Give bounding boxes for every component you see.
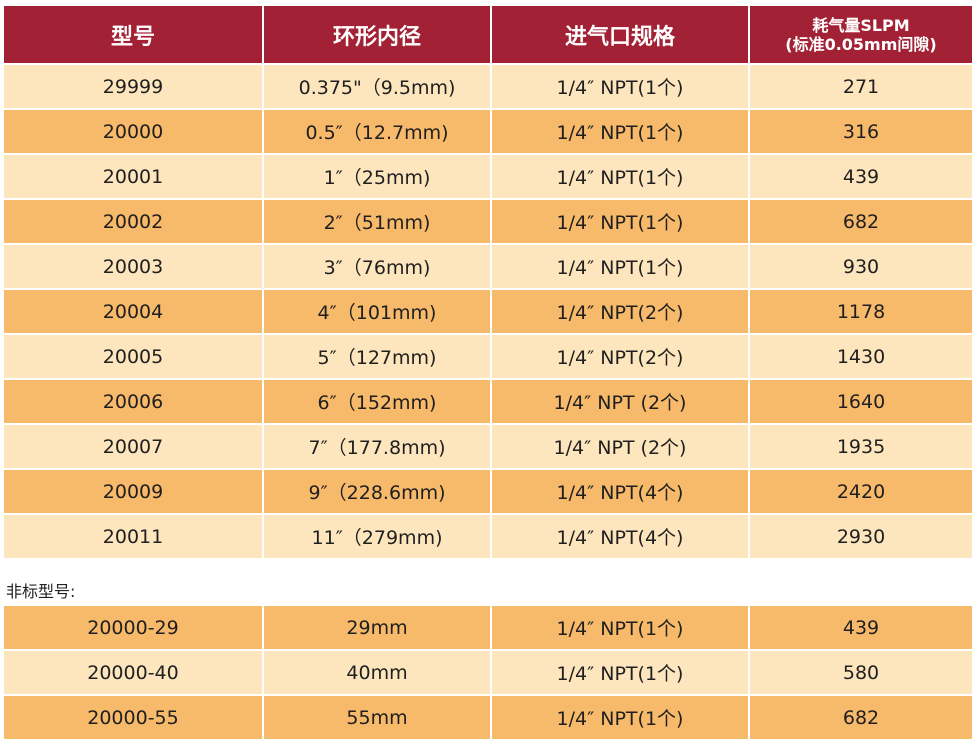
cell-model: 20000	[4, 110, 262, 153]
cell-model: 20001	[4, 155, 262, 198]
cell-flow: 2420	[750, 470, 972, 513]
cell-inlet: 1/4″ NPT(1个)	[492, 155, 748, 198]
header-air-consumption-line2: (标准0.05mm间隙)	[785, 34, 937, 54]
cell-model: 20006	[4, 380, 262, 423]
cell-model: 20000-29	[4, 606, 262, 649]
cell-inlet: 1/4″ NPT(4个)	[492, 470, 748, 513]
cell-diameter: 0.375"（9.5mm)	[264, 65, 490, 108]
cell-flow: 439	[750, 155, 972, 198]
cell-inlet: 1/4″ NPT (2个)	[492, 425, 748, 468]
cell-diameter: 7″（177.8mm)	[264, 425, 490, 468]
cell-model: 20005	[4, 335, 262, 378]
cell-flow: 316	[750, 110, 972, 153]
nonstandard-models-label: 非标型号:	[6, 582, 76, 601]
cell-diameter: 1″（25mm)	[264, 155, 490, 198]
cell-flow: 439	[750, 606, 972, 649]
cell-diameter: 3″（76mm)	[264, 245, 490, 288]
cell-model: 20011	[4, 515, 262, 558]
cell-inlet: 1/4″ NPT (2个)	[492, 380, 748, 423]
cell-model: 20003	[4, 245, 262, 288]
cell-flow: 682	[750, 696, 972, 739]
cell-model: 20009	[4, 470, 262, 513]
cell-inlet: 1/4″ NPT(1个)	[492, 200, 748, 243]
cell-flow: 580	[750, 651, 972, 694]
cell-inlet: 1/4″ NPT(4个)	[492, 515, 748, 558]
cell-flow: 2930	[750, 515, 972, 558]
header-air-consumption: 耗气量SLPM (标准0.05mm间隙)	[750, 6, 972, 63]
cell-inlet: 1/4″ NPT(1个)	[492, 110, 748, 153]
cell-diameter: 11″（279mm)	[264, 515, 490, 558]
cell-diameter: 5″（127mm)	[264, 335, 490, 378]
cell-inlet: 1/4″ NPT(1个)	[492, 245, 748, 288]
cell-model: 20002	[4, 200, 262, 243]
cell-diameter: 29mm	[264, 606, 490, 649]
cell-flow: 1935	[750, 425, 972, 468]
cell-flow: 930	[750, 245, 972, 288]
cell-inlet: 1/4″ NPT(1个)	[492, 606, 748, 649]
cell-flow: 1178	[750, 290, 972, 333]
header-inlet-spec: 进气口规格	[492, 6, 748, 63]
cell-model: 20004	[4, 290, 262, 333]
cell-inlet: 1/4″ NPT(2个)	[492, 335, 748, 378]
cell-model: 29999	[4, 65, 262, 108]
cell-diameter: 0.5″（12.7mm)	[264, 110, 490, 153]
header-model: 型号	[4, 6, 262, 63]
spec-table: 型号 环形内径 进气口规格 耗气量SLPM (标准0.05mm间隙) 29999…	[4, 6, 972, 558]
header-air-consumption-line1: 耗气量SLPM	[812, 15, 910, 35]
cell-diameter: 40mm	[264, 651, 490, 694]
cell-inlet: 1/4″ NPT(1个)	[492, 651, 748, 694]
cell-model: 20000-55	[4, 696, 262, 739]
nonstandard-table: 20000-29 29mm 1/4″ NPT(1个) 439 20000-40 …	[4, 606, 972, 739]
cell-flow: 1640	[750, 380, 972, 423]
cell-diameter: 6″（152mm)	[264, 380, 490, 423]
cell-inlet: 1/4″ NPT(2个)	[492, 290, 748, 333]
cell-diameter: 4″（101mm)	[264, 290, 490, 333]
cell-inlet: 1/4″ NPT(1个)	[492, 65, 748, 108]
cell-flow: 271	[750, 65, 972, 108]
cell-flow: 1430	[750, 335, 972, 378]
cell-diameter: 9″（228.6mm)	[264, 470, 490, 513]
cell-diameter: 55mm	[264, 696, 490, 739]
header-ring-inner-diameter: 环形内径	[264, 6, 490, 63]
cell-flow: 682	[750, 200, 972, 243]
cell-inlet: 1/4″ NPT(1个)	[492, 696, 748, 739]
cell-diameter: 2″（51mm)	[264, 200, 490, 243]
cell-model: 20000-40	[4, 651, 262, 694]
cell-model: 20007	[4, 425, 262, 468]
